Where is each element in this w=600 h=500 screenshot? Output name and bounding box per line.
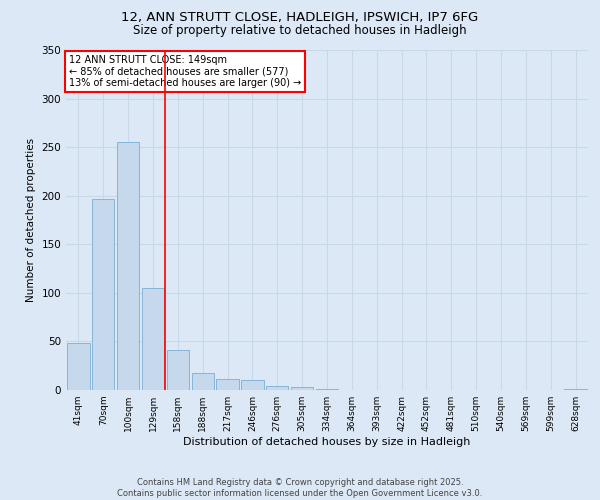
Bar xyxy=(316,389,338,390)
Bar xyxy=(565,389,587,390)
Text: 12, ANN STRUTT CLOSE, HADLEIGH, IPSWICH, IP7 6FG: 12, ANN STRUTT CLOSE, HADLEIGH, IPSWICH,… xyxy=(121,11,479,24)
Bar xyxy=(167,350,189,390)
Bar xyxy=(142,288,164,390)
Bar xyxy=(191,374,214,390)
Bar xyxy=(266,386,289,390)
Bar xyxy=(67,344,89,390)
Y-axis label: Number of detached properties: Number of detached properties xyxy=(26,138,36,302)
Bar xyxy=(241,380,263,390)
Bar xyxy=(117,142,139,390)
X-axis label: Distribution of detached houses by size in Hadleigh: Distribution of detached houses by size … xyxy=(184,437,470,447)
Text: Size of property relative to detached houses in Hadleigh: Size of property relative to detached ho… xyxy=(133,24,467,37)
Text: Contains HM Land Registry data © Crown copyright and database right 2025.
Contai: Contains HM Land Registry data © Crown c… xyxy=(118,478,482,498)
Bar xyxy=(291,387,313,390)
Text: 12 ANN STRUTT CLOSE: 149sqm
← 85% of detached houses are smaller (577)
13% of se: 12 ANN STRUTT CLOSE: 149sqm ← 85% of det… xyxy=(68,55,301,88)
Bar xyxy=(217,380,239,390)
Bar xyxy=(92,198,115,390)
